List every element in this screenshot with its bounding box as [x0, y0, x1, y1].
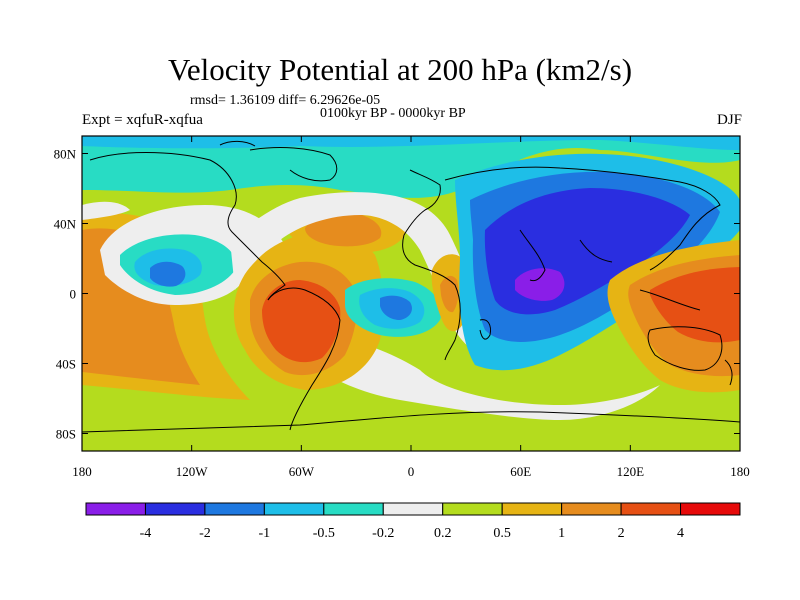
colorbar-label: 1	[558, 526, 565, 541]
lon-tick-label: 120W	[176, 464, 209, 479]
colorbar-swatch	[144, 502, 206, 516]
lat-tick-label: 80N	[54, 147, 77, 162]
colorbar-label: -4	[140, 526, 152, 541]
period-text: 0100kyr BP - 0000kyr BP	[320, 106, 466, 121]
experiment-label: Expt = xqfuR-xqfua	[82, 112, 203, 128]
colorbar-swatch	[85, 502, 146, 516]
colorbar-label: -0.2	[372, 526, 394, 541]
lat-tick-label: 40N	[54, 217, 77, 232]
stats-text: rmsd= 1.36109 diff= 6.29626e-05	[190, 93, 381, 108]
colorbar-swatch	[204, 502, 265, 516]
colorbar-label: -0.5	[313, 526, 335, 541]
lon-tick-label: 60W	[289, 464, 315, 479]
colorbar-label: 2	[618, 526, 625, 541]
map-axes: 180 120W 60W 0 60E 120E 180 80N 40N 0 40S 80S	[54, 136, 750, 479]
lat-tick-label: 80S	[56, 427, 76, 442]
lon-tick-label: 180	[72, 464, 92, 479]
colorbar-swatch	[501, 502, 563, 516]
colorbar-swatch	[561, 502, 622, 516]
colorbar-swatch	[620, 502, 682, 516]
lat-tick-label: 0	[70, 287, 77, 302]
lon-tick-label: 0	[408, 464, 415, 479]
colorbar-label: 4	[677, 526, 684, 541]
colorbar: -4 -2 -1 -0.5 -0.2 0.2 0.5 1 2 4	[85, 502, 741, 541]
colorbar-label: -2	[199, 526, 211, 541]
colorbar-swatch	[323, 502, 384, 516]
lon-tick-label: 120E	[617, 464, 645, 479]
field-contours	[82, 136, 740, 451]
season-label: DJF	[716, 112, 742, 128]
lat-tick-label: 40S	[56, 357, 76, 372]
colorbar-swatch	[442, 502, 503, 516]
colorbar-label: -1	[259, 526, 271, 541]
colorbar-label: 0.2	[434, 526, 452, 541]
lon-tick-label: 180	[730, 464, 750, 479]
lon-tick-label: 60E	[510, 464, 531, 479]
colorbar-swatch	[382, 502, 444, 516]
coastlines	[82, 140, 740, 433]
colorbar-swatch	[263, 502, 325, 516]
colorbar-label: 0.5	[493, 526, 511, 541]
page-title: Velocity Potential at 200 hPa (km2/s)	[167, 52, 633, 87]
colorbar-swatch	[680, 502, 741, 516]
